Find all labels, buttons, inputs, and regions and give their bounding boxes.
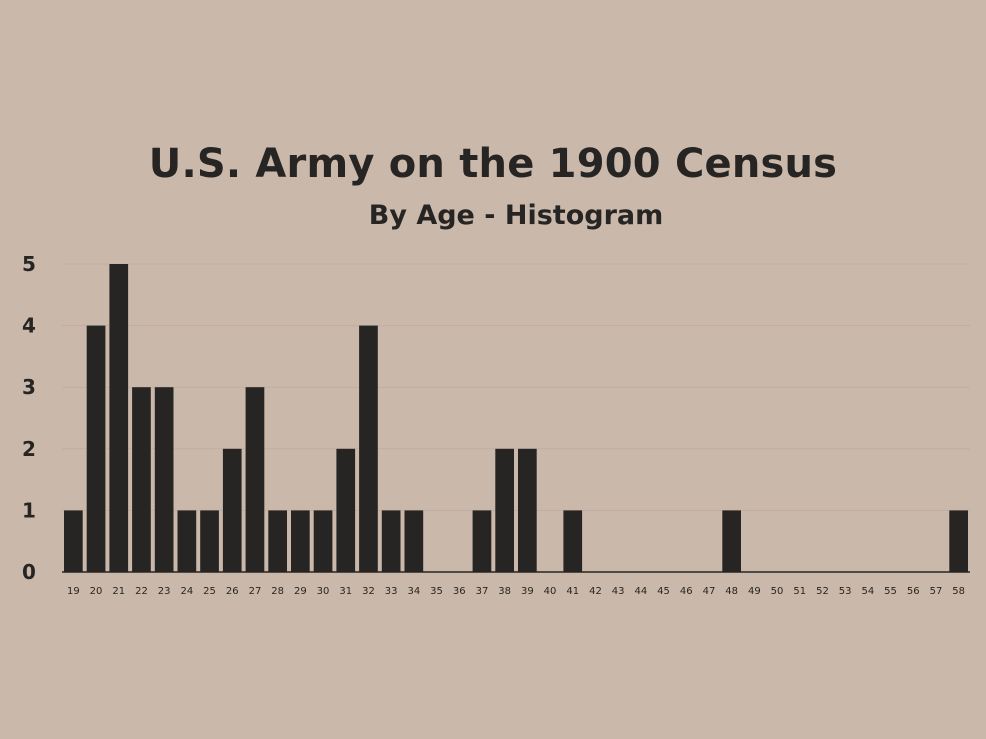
bar-age-25 — [200, 510, 219, 572]
x-tick-label: 34 — [407, 586, 420, 597]
y-tick-label: 0 — [22, 560, 36, 584]
bar-age-37 — [472, 510, 492, 572]
x-tick-label: 29 — [294, 586, 307, 597]
x-tick-label: 49 — [748, 586, 761, 597]
bar-age-30 — [313, 510, 333, 572]
chart-subtitle: By Age - Histogram — [368, 200, 664, 231]
x-tick-label: 58 — [952, 586, 965, 597]
x-tick-label: 53 — [839, 586, 852, 597]
y-tick-label: 1 — [22, 498, 36, 522]
x-tick-label: 25 — [203, 586, 216, 597]
x-tick-label: 52 — [816, 586, 829, 597]
x-tick-label: 54 — [861, 586, 874, 597]
x-tick-label: 39 — [521, 586, 534, 597]
bar-age-31 — [336, 448, 356, 572]
bar-age-32 — [359, 325, 378, 572]
x-tick-label: 31 — [339, 586, 352, 597]
x-tick-label: 33 — [385, 586, 398, 597]
bar-age-29 — [291, 510, 310, 572]
y-axis: 0 1 2 3 4 5 — [22, 252, 36, 584]
bar-age-28 — [268, 510, 287, 572]
x-tick-label: 42 — [589, 586, 602, 597]
y-tick-label: 2 — [22, 437, 36, 461]
x-tick-label: 50 — [771, 586, 784, 597]
x-tick-label: 35 — [430, 586, 443, 597]
y-tick-label: 5 — [22, 252, 36, 276]
x-tick-label: 28 — [271, 586, 284, 597]
x-tick-label: 48 — [725, 586, 738, 597]
x-tick-label: 45 — [657, 586, 670, 597]
bar-age-19 — [64, 510, 83, 572]
y-tick-label: 3 — [22, 375, 36, 399]
x-tick-label: 21 — [112, 586, 125, 597]
chart-title: U.S. Army on the 1900 Census — [148, 141, 838, 187]
bar-age-38 — [495, 448, 514, 572]
bar-age-58 — [949, 510, 968, 572]
x-tick-label: 57 — [930, 586, 943, 597]
x-tick-label: 38 — [498, 586, 511, 597]
bar-age-21 — [109, 264, 129, 572]
bar-age-24 — [177, 510, 197, 572]
x-tick-label: 55 — [884, 586, 897, 597]
bar-age-23 — [154, 387, 174, 572]
grid-layer — [62, 263, 970, 511]
x-tick-label: 46 — [680, 586, 693, 597]
x-tick-label: 36 — [453, 586, 466, 597]
x-tick-label: 22 — [135, 586, 148, 597]
x-tick-label: 24 — [180, 586, 193, 597]
bars-layer — [64, 264, 968, 572]
bar-age-26 — [222, 448, 242, 572]
x-tick-label: 47 — [703, 586, 716, 597]
x-tick-label: 56 — [907, 586, 920, 597]
x-tick-label: 30 — [317, 586, 330, 597]
bar-age-39 — [518, 448, 537, 572]
bar-age-34 — [404, 510, 424, 572]
x-tick-label: 40 — [544, 586, 557, 597]
x-tick-label: 20 — [90, 586, 103, 597]
x-tick-label: 32 — [362, 586, 375, 597]
x-tick-label: 51 — [793, 586, 806, 597]
y-tick-label: 4 — [22, 314, 36, 338]
bar-age-27 — [245, 387, 265, 572]
bar-age-41 — [563, 510, 583, 572]
x-tick-label: 19 — [67, 586, 80, 597]
x-tick-label: 23 — [158, 586, 171, 597]
x-tick-label: 41 — [566, 586, 579, 597]
bar-age-48 — [722, 510, 741, 572]
x-tick-label: 27 — [249, 586, 262, 597]
x-tick-label: 37 — [476, 586, 489, 597]
bar-age-20 — [86, 325, 106, 572]
x-tick-label: 44 — [634, 586, 647, 597]
x-axis: 19 20 21 22 23 24 25 26 27 28 29 30 31 32 33 34 35 36 37 38… — [67, 586, 965, 597]
bar-age-33 — [381, 510, 401, 572]
bar-age-22 — [132, 387, 151, 572]
x-tick-label: 26 — [226, 586, 239, 597]
x-tick-label: 43 — [612, 586, 625, 597]
